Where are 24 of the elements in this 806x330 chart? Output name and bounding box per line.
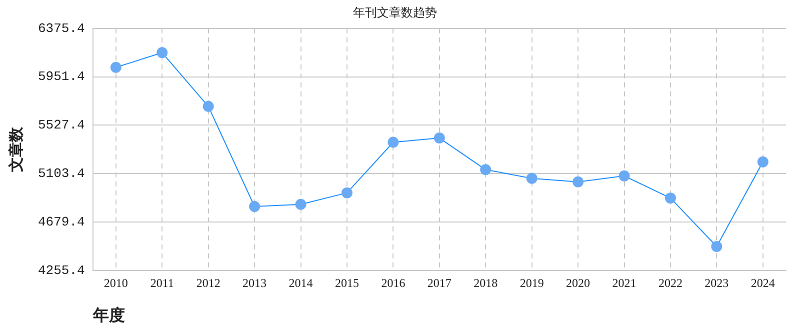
y-axis-title: 文章数 [6,126,25,173]
x-tick-label: 2014 [288,276,313,290]
x-tick-label: 2021 [612,276,636,290]
x-axis-title: 年度 [92,306,125,325]
x-tick-label: 2018 [474,276,498,290]
y-tick-label: 6375.4 [38,20,85,36]
chart-title: 年刊文章数趋势 [353,5,437,20]
x-tick-label: 2011 [150,276,174,290]
x-tick-label: 2016 [381,276,406,290]
x-tick-label: 2015 [334,276,359,290]
y-tick-label: 5951.4 [38,69,85,84]
y-tick-label: 5103.4 [38,166,85,182]
x-tick-label: 2023 [704,276,729,290]
x-tick-label: 2019 [520,276,544,290]
y-tick-label: 5527.4 [38,118,85,133]
x-tick-label: 2020 [566,276,590,290]
x-tick-label: 2013 [242,276,267,290]
x-tick-label: 2017 [427,276,452,290]
x-tick-label: 2010 [104,276,128,290]
y-tick-label: 4255.4 [38,262,85,278]
x-tick-label: 2012 [196,276,220,290]
x-tick-label: 2024 [750,276,775,290]
y-tick-label: 4679.4 [38,214,85,230]
x-tick-label: 2022 [658,276,682,290]
